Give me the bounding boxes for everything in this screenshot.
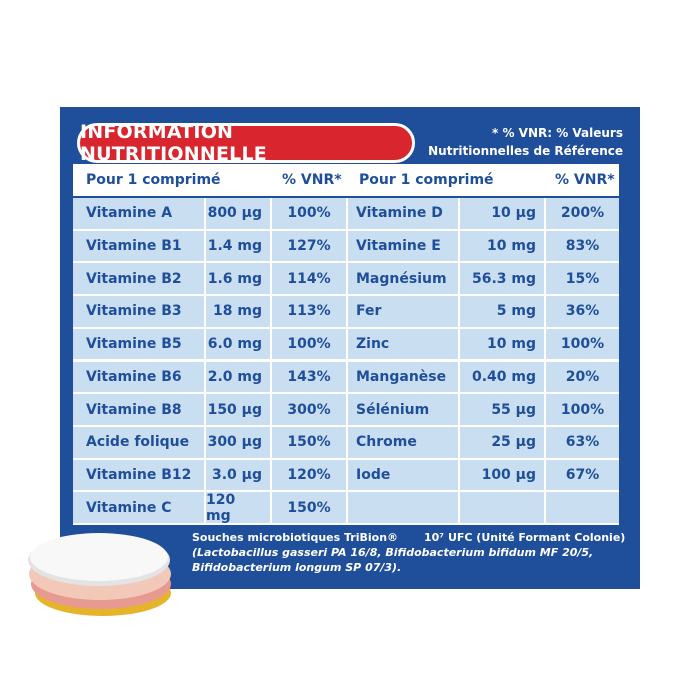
right-pct-cell: 200% bbox=[546, 198, 619, 229]
banner-title: INFORMATION NUTRITIONNELLE bbox=[77, 121, 415, 165]
right-pct-cell: 100% bbox=[546, 394, 619, 425]
right-amount-cell: 56.3 mg bbox=[460, 263, 544, 295]
right-pct-cell: 15% bbox=[546, 263, 619, 295]
left-amount-cell: 6.0 mg bbox=[206, 328, 270, 360]
left-amount-cell: 18 mg bbox=[206, 296, 270, 327]
right-amount-cell: 0.40 mg bbox=[460, 361, 544, 393]
left-name-cell: Vitamine A bbox=[73, 198, 204, 229]
right-pct-cell: 36% bbox=[546, 296, 619, 327]
left-pct-cell: 100% bbox=[272, 198, 346, 229]
left-name-cell: Vitamine B8 bbox=[73, 394, 204, 425]
left-name-cell: Acide folique bbox=[73, 426, 204, 458]
left-pct-cell: 127% bbox=[272, 230, 346, 262]
right-amount-cell: 100 µg bbox=[460, 459, 544, 491]
right-amount-cell bbox=[460, 492, 544, 523]
left-name-cell: Vitamine B5 bbox=[73, 328, 204, 360]
right-pct-cell: 67% bbox=[546, 459, 619, 491]
right-amount-cell: 55 µg bbox=[460, 394, 544, 425]
footnote-line1: Souches microbiotiques TriBion® bbox=[192, 531, 399, 544]
left-name-cell: Vitamine B1 bbox=[73, 230, 204, 262]
left-amount-cell: 300 µg bbox=[206, 426, 270, 458]
right-pct-cell: 100% bbox=[546, 328, 619, 360]
right-name-cell: Vitamine D bbox=[348, 198, 458, 229]
left-amount-cell: 120 mg bbox=[206, 492, 270, 524]
right-amount-cell: 25 µg bbox=[460, 426, 544, 458]
right-name-cell: Fer bbox=[348, 296, 458, 327]
right-pct-cell: 83% bbox=[546, 230, 619, 262]
right-name-cell: Magnésium bbox=[348, 263, 458, 295]
left-name-cell: Vitamine B6 bbox=[73, 361, 204, 393]
header-left-label: Pour 1 comprimé bbox=[86, 172, 221, 188]
right-amount-cell: 10 µg bbox=[460, 198, 544, 229]
left-pct-cell: 114% bbox=[272, 263, 346, 295]
right-name-cell: Iode bbox=[348, 459, 458, 491]
right-name-cell: Vitamine E bbox=[348, 230, 458, 262]
right-amount-cell: 10 mg bbox=[460, 328, 544, 360]
right-name-cell: Sélénium bbox=[348, 394, 458, 425]
header-right-pct: % VNR* bbox=[555, 172, 615, 188]
left-pct-cell: 150% bbox=[272, 426, 346, 458]
left-pct-cell: 150% bbox=[272, 492, 346, 523]
vnr-note: * % VNR: % Valeurs Nutritionnelles de Ré… bbox=[420, 124, 623, 160]
left-amount-cell: 800 µg bbox=[206, 198, 270, 229]
right-amount-cell: 5 mg bbox=[460, 296, 544, 327]
left-amount-cell: 3.0 µg bbox=[206, 459, 270, 491]
left-amount-cell: 1.6 mg bbox=[206, 263, 270, 295]
left-name-cell: Vitamine C bbox=[73, 492, 204, 523]
right-pct-cell: 63% bbox=[546, 426, 619, 458]
right-pct-cell bbox=[546, 492, 619, 523]
right-name-cell: Chrome bbox=[348, 426, 458, 458]
footnote-line2: (Lactobacillus gasseri PA 16/8, Bifidoba… bbox=[192, 546, 594, 559]
table-header: Pour 1 comprimé % VNR* Pour 1 comprimé %… bbox=[73, 164, 619, 196]
left-pct-cell: 143% bbox=[272, 361, 346, 393]
left-pct-cell: 113% bbox=[272, 296, 346, 327]
left-name-cell: Vitamine B2 bbox=[73, 263, 204, 295]
right-name-cell: Zinc bbox=[348, 328, 458, 360]
footnote-line3: Bifidobacterium longum SP 07/3). bbox=[192, 561, 402, 574]
tablet-image bbox=[28, 533, 171, 616]
left-pct-cell: 300% bbox=[272, 394, 346, 425]
left-pct-cell: 100% bbox=[272, 328, 346, 360]
left-name-cell: Vitamine B12 bbox=[73, 459, 204, 491]
right-name-cell bbox=[348, 492, 458, 523]
left-pct-cell: 120% bbox=[272, 459, 346, 491]
header-left-pct: % VNR* bbox=[282, 172, 342, 188]
left-amount-cell: 1.4 mg bbox=[206, 230, 270, 262]
right-name-cell: Manganèse bbox=[348, 361, 458, 393]
footnote-ufc: 10⁷ UFC (Unité Formant Colonie) bbox=[424, 531, 626, 544]
right-pct-cell: 20% bbox=[546, 361, 619, 393]
vnr-note-line1: * % VNR: % Valeurs bbox=[492, 126, 623, 140]
left-name-cell: Vitamine B3 bbox=[73, 296, 204, 327]
footnote: Souches microbiotiques TriBion® 10⁷ UFC … bbox=[192, 530, 632, 575]
vnr-note-line2: Nutritionnelles de Référence bbox=[428, 144, 623, 158]
nutrition-table: Vitamine A 800 µg 100% Vitamine D 10 µg 200% V… bbox=[73, 198, 619, 525]
left-amount-cell: 150 µg bbox=[206, 394, 270, 425]
right-amount-cell: 10 mg bbox=[460, 230, 544, 262]
left-amount-cell: 2.0 mg bbox=[206, 361, 270, 393]
header-right-label: Pour 1 comprimé bbox=[359, 172, 494, 188]
